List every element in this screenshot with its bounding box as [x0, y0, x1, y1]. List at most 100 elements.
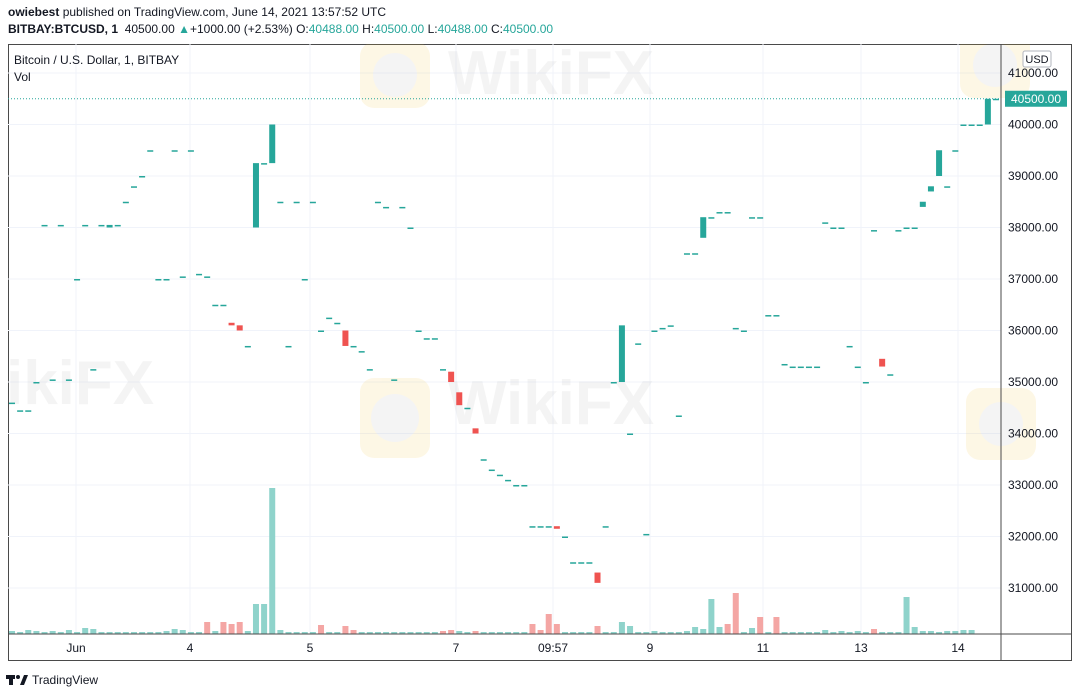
- volume-bar: [627, 626, 634, 634]
- candle: [993, 98, 999, 101]
- candle: [269, 124, 276, 164]
- volume-bar: [179, 630, 186, 634]
- volume-label: Vol: [14, 70, 31, 84]
- time-tick-label: 4: [187, 641, 194, 655]
- volume-bar: [643, 632, 650, 634]
- volume-bar: [529, 624, 536, 634]
- candle: [773, 315, 780, 317]
- candle: [391, 379, 398, 381]
- candle: [130, 186, 137, 188]
- volume-bar: [350, 630, 357, 634]
- volume-bar: [399, 632, 406, 634]
- candle: [155, 279, 162, 281]
- candle: [740, 330, 747, 332]
- volume-bar: [570, 632, 577, 634]
- watermark-logo-icon: [360, 378, 430, 458]
- candle: [448, 371, 455, 382]
- volume-bar: [635, 632, 642, 634]
- candle: [830, 227, 837, 229]
- volume-bar: [431, 632, 438, 634]
- volume-bar: [814, 632, 821, 634]
- watermark-group: WikiFX WikiFX WikiFX: [8, 44, 1036, 460]
- volume-bar: [700, 629, 707, 634]
- candle: [82, 224, 89, 227]
- footer-brand[interactable]: TradingView: [32, 673, 99, 687]
- volume-bar: [944, 631, 951, 634]
- candle: [318, 330, 325, 332]
- up-arrow-icon: ▲: [178, 22, 190, 36]
- candle: [765, 315, 772, 317]
- volume-bar: [17, 632, 24, 634]
- volume-bar: [927, 631, 934, 634]
- volume-bar: [147, 632, 154, 634]
- candle: [659, 327, 666, 330]
- candle: [692, 253, 699, 255]
- time-tick-label: 7: [453, 641, 460, 655]
- candle: [879, 358, 886, 367]
- volume-bar: [659, 632, 666, 634]
- footer: TradingView: [6, 673, 98, 687]
- volume-bar: [334, 632, 341, 634]
- candle: [594, 572, 601, 583]
- volume-bar: [553, 624, 560, 634]
- volume-bar: [692, 627, 699, 634]
- volume-bar: [9, 631, 15, 634]
- candle: [553, 526, 560, 529]
- volume-bar: [374, 632, 381, 634]
- volume-bar: [683, 631, 690, 634]
- volume-bar: [220, 622, 227, 634]
- volume-bar: [716, 627, 723, 634]
- volume-bar: [244, 631, 251, 634]
- candle: [212, 304, 219, 307]
- candle: [285, 345, 292, 348]
- price-chart[interactable]: WikiFX WikiFX WikiFX 31000.00 32000.00 330…: [8, 44, 1072, 661]
- volume-bar: [65, 630, 72, 634]
- volume-bar: [765, 632, 772, 634]
- volume-bar: [139, 632, 146, 634]
- candle: [537, 526, 544, 528]
- price-tick-label: 31000.00: [1008, 581, 1058, 595]
- volume-bar: [895, 632, 902, 634]
- currency-label: USD: [1025, 54, 1048, 66]
- volume-bar: [505, 632, 512, 634]
- candle: [708, 217, 715, 219]
- volume-bar: [293, 632, 300, 634]
- volume-bar: [521, 632, 528, 634]
- candle: [683, 253, 690, 255]
- volume-bar: [114, 632, 121, 634]
- volume-bar: [41, 632, 48, 634]
- volume-bar: [252, 604, 259, 634]
- grid-lines: [8, 44, 1001, 634]
- volume-bar: [480, 632, 487, 634]
- volume-bar: [781, 632, 788, 634]
- volume-bar: [651, 631, 658, 634]
- candle: [944, 186, 951, 188]
- currency-badge[interactable]: [1022, 50, 1052, 68]
- candle: [139, 176, 146, 178]
- price-axis[interactable]: 31000.00 32000.00 33000.00 34000.00 35000.00…: [1008, 66, 1058, 595]
- time-axis[interactable]: Jun 4 5 7 09:57 9 11 13 14: [66, 641, 965, 655]
- volume-bar: [285, 632, 292, 634]
- close-value: 40500.00: [502, 22, 554, 36]
- candle: [179, 276, 186, 278]
- price-tick-label: 34000.00: [1008, 427, 1058, 441]
- candle: [700, 217, 707, 238]
- volume-bar: [773, 617, 780, 634]
- candle: [187, 150, 194, 152]
- time-tick-label: Jun: [66, 641, 85, 655]
- candle: [618, 325, 625, 382]
- time-tick-label: 5: [307, 641, 314, 655]
- candle: [814, 366, 821, 369]
- publisher-name[interactable]: owiebest: [8, 5, 60, 19]
- candle: [521, 485, 528, 487]
- candle: [578, 562, 585, 564]
- volume-bar: [25, 630, 32, 634]
- price-tick-label: 32000.00: [1008, 530, 1058, 544]
- candle: [911, 227, 918, 229]
- low-value: 40488.00: [437, 22, 488, 36]
- volume-bar: [261, 604, 268, 634]
- volume-bar: [675, 632, 682, 634]
- volume-bar: [90, 629, 97, 634]
- price-tick-label: 40000.00: [1008, 118, 1058, 132]
- candle: [114, 224, 121, 227]
